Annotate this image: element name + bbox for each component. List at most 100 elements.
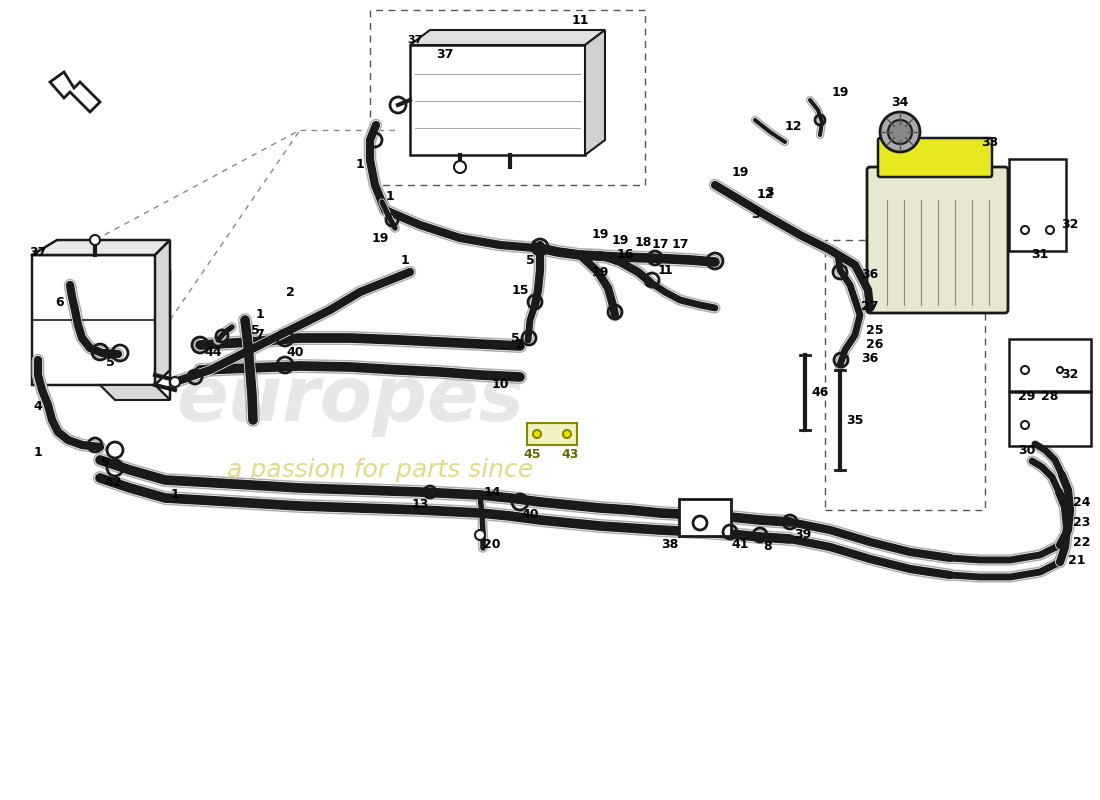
Text: 39: 39 xyxy=(794,529,812,542)
Text: 37: 37 xyxy=(407,35,422,45)
Text: 7: 7 xyxy=(255,329,264,342)
Text: 19: 19 xyxy=(372,231,388,245)
Text: 2: 2 xyxy=(286,286,295,299)
Circle shape xyxy=(475,530,485,540)
Text: 23: 23 xyxy=(1072,517,1090,530)
FancyBboxPatch shape xyxy=(1009,339,1091,391)
Text: 40: 40 xyxy=(286,346,304,358)
Text: 17: 17 xyxy=(651,238,669,251)
Text: 15: 15 xyxy=(512,283,529,297)
Text: 1: 1 xyxy=(386,190,395,203)
FancyBboxPatch shape xyxy=(679,499,732,536)
Bar xyxy=(825,240,984,510)
FancyBboxPatch shape xyxy=(1009,159,1066,251)
Polygon shape xyxy=(585,30,605,155)
Circle shape xyxy=(90,235,100,245)
Text: 27: 27 xyxy=(861,301,879,314)
Text: 3: 3 xyxy=(750,209,759,222)
Text: 36: 36 xyxy=(861,351,879,365)
Text: 1: 1 xyxy=(355,158,364,171)
Text: 34: 34 xyxy=(891,95,909,109)
Text: 4: 4 xyxy=(34,401,43,414)
Polygon shape xyxy=(155,240,170,385)
FancyBboxPatch shape xyxy=(410,45,585,155)
Text: 5: 5 xyxy=(510,331,519,345)
Text: 1: 1 xyxy=(663,263,672,277)
Circle shape xyxy=(534,430,541,438)
Circle shape xyxy=(880,112,920,152)
Text: 1: 1 xyxy=(255,309,264,322)
Text: 46: 46 xyxy=(812,386,828,398)
Text: 25: 25 xyxy=(867,323,883,337)
Text: 19: 19 xyxy=(592,229,608,242)
Text: 36: 36 xyxy=(861,269,879,282)
Text: 8: 8 xyxy=(763,539,772,553)
Text: 33: 33 xyxy=(981,135,999,149)
Text: 43: 43 xyxy=(561,449,579,462)
FancyBboxPatch shape xyxy=(1009,392,1091,446)
Text: 1: 1 xyxy=(516,338,525,351)
Text: 16: 16 xyxy=(616,249,634,262)
Text: 1: 1 xyxy=(34,446,43,458)
Bar xyxy=(527,423,578,445)
FancyBboxPatch shape xyxy=(878,138,992,177)
Text: 40: 40 xyxy=(521,509,539,522)
Text: 26: 26 xyxy=(867,338,883,351)
Text: a passion for parts since: a passion for parts since xyxy=(227,458,534,482)
Text: europes: europes xyxy=(176,363,524,437)
Circle shape xyxy=(1021,226,1028,234)
FancyBboxPatch shape xyxy=(867,167,1008,313)
Text: 19: 19 xyxy=(732,166,749,178)
Text: 37: 37 xyxy=(437,49,453,62)
Text: 35: 35 xyxy=(846,414,864,426)
Text: 3: 3 xyxy=(766,186,774,198)
Text: 14: 14 xyxy=(483,486,500,498)
Text: 29: 29 xyxy=(1019,390,1036,403)
Text: 32: 32 xyxy=(1062,218,1079,231)
Circle shape xyxy=(454,161,466,173)
Text: 32: 32 xyxy=(1062,369,1079,382)
Text: 30: 30 xyxy=(1019,443,1036,457)
Text: 11: 11 xyxy=(571,14,588,26)
Text: 5: 5 xyxy=(251,323,260,337)
Text: 19: 19 xyxy=(832,86,849,98)
Text: 5: 5 xyxy=(526,254,535,266)
Text: 19: 19 xyxy=(612,234,629,246)
Text: 13: 13 xyxy=(411,498,429,510)
Text: 18: 18 xyxy=(635,235,651,249)
Text: 41: 41 xyxy=(732,538,749,551)
Circle shape xyxy=(170,377,180,387)
Text: 31: 31 xyxy=(1032,249,1048,262)
Text: 22: 22 xyxy=(1072,537,1090,550)
Text: 17: 17 xyxy=(671,238,689,251)
Text: 1: 1 xyxy=(170,489,179,502)
Polygon shape xyxy=(50,72,100,112)
Text: 10: 10 xyxy=(492,378,508,391)
Text: 6: 6 xyxy=(56,295,64,309)
Polygon shape xyxy=(100,385,170,400)
Text: 21: 21 xyxy=(1068,554,1086,566)
Circle shape xyxy=(888,120,912,144)
Text: 44: 44 xyxy=(205,346,222,358)
Text: 12: 12 xyxy=(757,189,773,202)
Circle shape xyxy=(1057,367,1063,373)
Text: 28: 28 xyxy=(1042,390,1058,403)
Polygon shape xyxy=(32,255,170,400)
Text: 20: 20 xyxy=(483,538,500,551)
Text: 19: 19 xyxy=(592,266,608,279)
Bar xyxy=(370,10,645,185)
Text: 1: 1 xyxy=(658,263,667,277)
Circle shape xyxy=(1021,421,1028,429)
Text: 9: 9 xyxy=(101,455,109,469)
Circle shape xyxy=(563,430,571,438)
Text: 38: 38 xyxy=(661,538,679,550)
Text: 37: 37 xyxy=(30,246,46,258)
Text: 45: 45 xyxy=(524,449,541,462)
Polygon shape xyxy=(410,30,605,45)
Polygon shape xyxy=(32,240,170,255)
Text: 12: 12 xyxy=(784,121,802,134)
Circle shape xyxy=(1046,226,1054,234)
Text: 42: 42 xyxy=(104,475,122,489)
Circle shape xyxy=(1021,366,1028,374)
Text: 5: 5 xyxy=(106,357,114,370)
